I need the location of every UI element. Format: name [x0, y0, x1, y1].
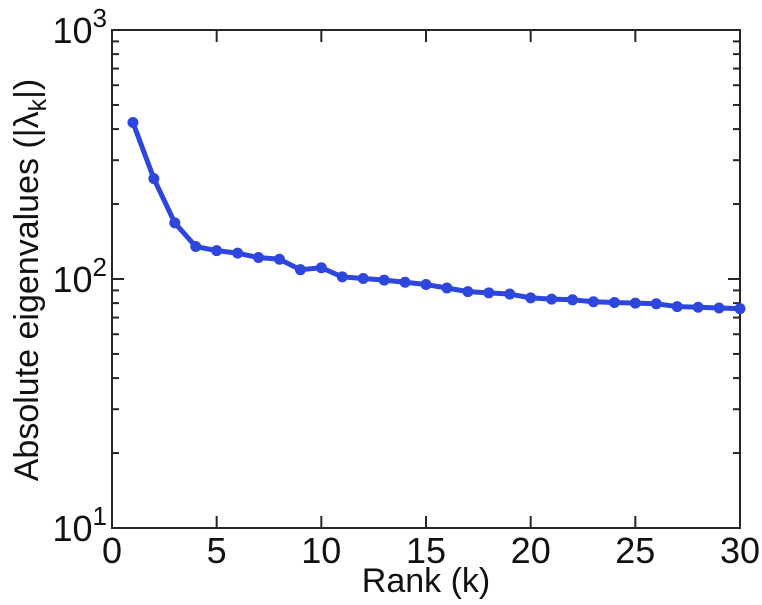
data-point-k20: [525, 292, 537, 304]
data-point-k16: [441, 282, 453, 294]
data-point-k25: [629, 297, 641, 309]
x-tick-label-10: 10: [301, 530, 341, 571]
data-point-k2: [148, 173, 160, 185]
data-point-k22: [567, 294, 579, 306]
data-point-k18: [483, 287, 495, 299]
data-point-k8: [273, 253, 285, 265]
data-point-k15: [420, 279, 432, 291]
data-point-k28: [692, 301, 704, 313]
plot-box: [111, 29, 741, 529]
y-axis-label-subscript: k: [24, 98, 52, 111]
x-tick-label-5: 5: [207, 530, 227, 571]
data-point-k13: [378, 274, 390, 286]
data-point-k12: [357, 272, 369, 284]
data-point-k5: [211, 245, 223, 257]
y-tick-label-10-3: 103: [52, 3, 107, 51]
data-point-k27: [671, 301, 683, 313]
data-point-k4: [190, 241, 202, 253]
x-tick-label-0: 0: [102, 530, 122, 571]
x-tick-label-25: 25: [615, 530, 655, 571]
x-tick-label-20: 20: [511, 530, 551, 571]
data-point-k3: [169, 217, 181, 229]
y-tick-exponent: 3: [93, 3, 107, 33]
x-axis-label: Rank (k): [362, 562, 490, 600]
data-point-k9: [294, 264, 306, 276]
data-point-k11: [336, 271, 348, 283]
data-point-k6: [232, 247, 244, 259]
data-point-k26: [650, 298, 662, 310]
data-series-layer: [127, 117, 746, 315]
y-axis-label-main: Absolute eigenvalues (|λ: [8, 111, 46, 481]
y-tick-base: 10: [52, 508, 92, 549]
data-point-k17: [462, 286, 474, 298]
series-line-absolute-eigenvalues: [130, 120, 743, 312]
y-tick-exponent: 1: [93, 501, 107, 531]
data-point-k30: [734, 303, 746, 315]
data-point-k14: [399, 276, 411, 288]
data-point-k19: [504, 288, 516, 300]
y-tick-base: 10: [52, 259, 92, 300]
data-point-k23: [587, 296, 599, 308]
x-tick-label-30: 30: [720, 530, 760, 571]
data-point-k1: [127, 117, 139, 129]
y-tick-label-10-1: 101: [52, 501, 107, 549]
data-point-k24: [608, 296, 620, 308]
data-point-k29: [713, 302, 725, 314]
data-point-k21: [546, 293, 558, 305]
y-tick-exponent: 2: [93, 252, 107, 282]
y-axis-label-end: |): [8, 79, 46, 99]
y-tick-label-10-2: 102: [52, 252, 107, 300]
data-point-k10: [315, 262, 327, 274]
y-axis-label: Absolute eigenvalues (|λk|): [8, 79, 52, 482]
axes-layer: [111, 29, 741, 529]
y-tick-base: 10: [52, 10, 92, 51]
data-point-k7: [253, 251, 265, 263]
x-tick-label-15: 15: [406, 530, 446, 571]
